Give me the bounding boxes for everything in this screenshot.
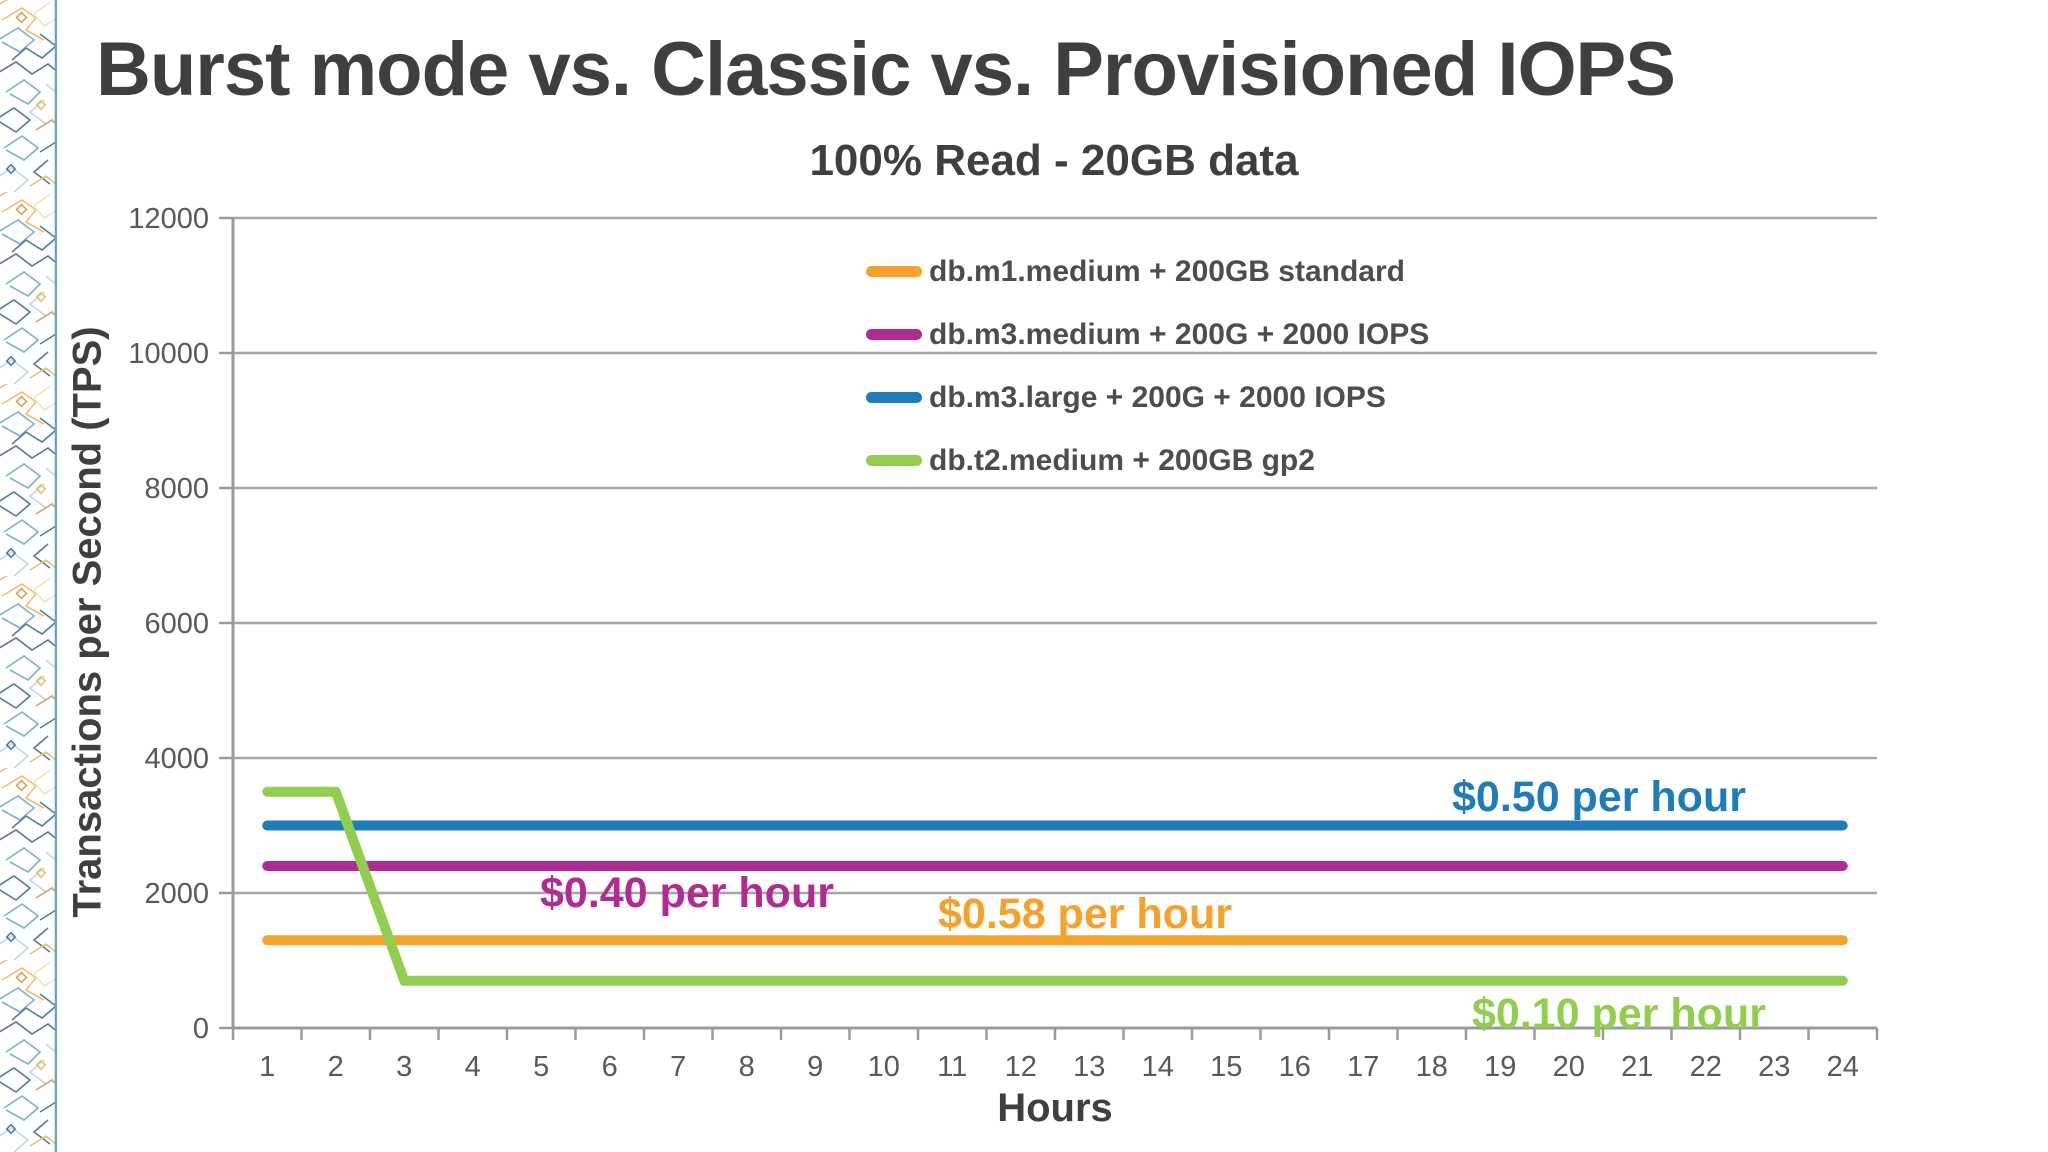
x-tick-label: 8 <box>739 1051 755 1083</box>
chart-legend: db.m1.medium + 200GB standard db.m3.mediu… <box>866 240 1429 492</box>
x-tick-label: 14 <box>1142 1051 1174 1083</box>
x-tick-label: 6 <box>602 1051 618 1083</box>
x-tick-label: 11 <box>937 1051 967 1083</box>
legend-label: db.m1.medium + 200GB standard <box>929 254 1405 288</box>
x-tick-label: 5 <box>533 1051 549 1083</box>
y-tick-label: 10000 <box>128 338 209 370</box>
series-line-db-t2-medium <box>262 786 1848 986</box>
price-annotation-db-m3-large: $0.50 per hour <box>1452 773 1746 821</box>
legend-item-db-t2-medium: db.t2.medium + 200GB gp2 <box>866 429 1429 492</box>
x-tick-label: 24 <box>1827 1051 1859 1083</box>
y-tick-label: 2000 <box>144 878 209 910</box>
chart-subtitle: 100% Read - 20GB data <box>809 136 1299 185</box>
legend-swatch-db-m3-medium <box>866 329 922 340</box>
x-tick-label: 20 <box>1553 1051 1585 1083</box>
legend-item-db-m1-medium: db.m1.medium + 200GB standard <box>866 240 1429 303</box>
x-tick-label: 19 <box>1484 1051 1516 1083</box>
y-tick-label: 6000 <box>144 608 209 640</box>
y-tick-label: 4000 <box>144 743 209 775</box>
price-annotation-db-t2-medium: $0.10 per hour <box>1472 990 1766 1038</box>
legend-label: db.t2.medium + 200GB gp2 <box>929 443 1315 477</box>
legend-swatch-db-m3-large <box>866 392 922 403</box>
legend-swatch-db-t2-medium <box>866 455 922 466</box>
legend-item-db-m3-large: db.m3.large + 200G + 2000 IOPS <box>866 366 1429 429</box>
x-tick-label: 3 <box>396 1051 412 1083</box>
y-tick-label: 8000 <box>144 473 209 505</box>
x-tick-label: 21 <box>1621 1051 1653 1083</box>
x-tick-label: 22 <box>1690 1051 1722 1083</box>
price-annotation-db-m1-medium: $0.58 per hour <box>938 890 1232 938</box>
y-tick-label: 0 <box>193 1013 209 1045</box>
y-tick-label: 12000 <box>128 203 209 235</box>
legend-swatch-db-m1-medium <box>866 266 922 277</box>
x-tick-label: 4 <box>465 1051 481 1083</box>
x-tick-label: 13 <box>1073 1051 1105 1083</box>
x-tick-label: 10 <box>868 1051 900 1083</box>
legend-item-db-m3-medium: db.m3.medium + 200G + 2000 IOPS <box>866 303 1429 366</box>
y-axis-title: Transactions per Second (TPS) <box>65 326 110 918</box>
x-axis-title: Hours <box>997 1086 1113 1130</box>
page-title: Burst mode vs. Classic vs. Provisioned I… <box>96 27 1676 112</box>
x-tick-label: 9 <box>807 1051 823 1083</box>
x-tick-label: 2 <box>328 1051 344 1083</box>
x-tick-label: 16 <box>1279 1051 1311 1083</box>
legend-label: db.m3.medium + 200G + 2000 IOPS <box>929 317 1430 351</box>
price-annotation-db-m3-medium: $0.40 per hour <box>540 869 834 917</box>
legend-label: db.m3.large + 200G + 2000 IOPS <box>929 380 1386 414</box>
x-tick-label: 15 <box>1210 1051 1242 1083</box>
x-tick-label: 23 <box>1758 1051 1790 1083</box>
x-tick-label: 18 <box>1416 1051 1448 1083</box>
x-tick-label: 1 <box>259 1051 275 1083</box>
x-tick-label: 12 <box>1005 1051 1037 1083</box>
circuit-pattern-strip <box>0 0 57 1152</box>
x-tick-label: 7 <box>670 1051 686 1083</box>
x-tick-label: 17 <box>1347 1051 1379 1083</box>
